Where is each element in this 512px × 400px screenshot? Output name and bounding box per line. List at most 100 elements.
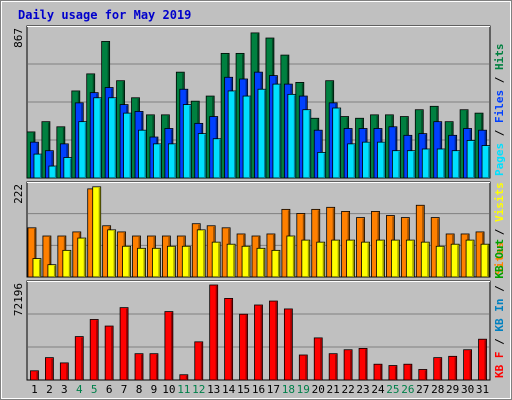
bar-kb-f-body xyxy=(104,325,114,381)
panel-hits-files-pages-max-label: 867 xyxy=(12,28,25,48)
bar-pages xyxy=(227,90,237,179)
bar-kb-f-shade xyxy=(185,375,188,380)
bar-pages-shade xyxy=(353,144,356,178)
bar-kb-f-body xyxy=(164,311,174,381)
bar-kb-f-shade xyxy=(484,340,487,380)
bar-visits-shade xyxy=(337,241,340,277)
legend-entry: Pages xyxy=(493,143,506,176)
bar-kb-f xyxy=(224,298,234,381)
bar-pages xyxy=(406,150,416,179)
bar-pages xyxy=(287,93,297,179)
bar-pages-shade xyxy=(159,144,161,178)
day-label: 20 xyxy=(312,383,325,396)
bar-visits-shade xyxy=(188,247,190,277)
bar-kb-f xyxy=(89,319,99,381)
bar-kb-f-body xyxy=(254,304,263,381)
bar-visits-body xyxy=(47,264,57,278)
bar-pages xyxy=(167,143,177,179)
bar-sites xyxy=(27,227,37,278)
bar-visits-shade xyxy=(263,249,265,277)
bar-pages-shade xyxy=(174,144,176,178)
bar-visits-shade xyxy=(203,230,205,277)
bar-pages xyxy=(332,107,342,179)
bar-sites xyxy=(42,235,52,278)
day-label: 29 xyxy=(446,383,459,396)
bar-pages-shade xyxy=(458,151,460,178)
bar-kb-f-shade xyxy=(335,354,337,380)
bar-visits-body xyxy=(226,243,236,278)
bar-visits-shade xyxy=(292,237,295,277)
bar-pages xyxy=(451,150,461,179)
bar-kb-f xyxy=(358,348,368,381)
bar-visits-body xyxy=(241,245,251,278)
bar-visits-shade xyxy=(412,241,414,277)
bar-kb-f-shade xyxy=(96,320,98,380)
bar-kb-f-body xyxy=(343,349,353,381)
bar-kb-f-body xyxy=(149,353,159,381)
bar-visits-body xyxy=(137,247,146,278)
bar-kb-f xyxy=(298,354,308,381)
bar-kb-f-body xyxy=(59,362,69,381)
bar-kb-f xyxy=(283,308,293,381)
bar-visits xyxy=(152,247,161,278)
bar-visits-shade xyxy=(457,245,459,277)
bar-visits-body xyxy=(166,245,176,278)
bar-kb-f-body xyxy=(30,370,39,381)
day-label: 12 xyxy=(192,383,205,396)
bar-visits-shade xyxy=(307,241,310,277)
day-label: 2 xyxy=(46,383,53,396)
bar-visits xyxy=(346,239,356,278)
bar-visits xyxy=(271,249,281,278)
bar-pages xyxy=(212,138,222,179)
day-label: 18 xyxy=(282,383,295,396)
legend-entry: / xyxy=(493,123,506,143)
bar-kb-f-body xyxy=(433,357,443,381)
day-label: 3 xyxy=(61,383,68,396)
bar-visits-shade xyxy=(382,241,384,277)
bar-visits xyxy=(196,229,206,278)
bar-kb-f-body xyxy=(373,363,383,381)
day-label: 5 xyxy=(91,383,98,396)
bar-kb-f-shade xyxy=(424,370,427,380)
bar-visits xyxy=(331,239,341,278)
bar-kb-f-shade xyxy=(394,366,397,380)
bar-visits-shade xyxy=(158,249,160,277)
bar-pages-shade xyxy=(338,109,341,178)
day-label: 4 xyxy=(76,383,83,396)
bar-pages-shade xyxy=(323,153,326,178)
bar-visits xyxy=(32,258,42,278)
day-label: 17 xyxy=(267,383,280,396)
bar-kb-f xyxy=(30,370,39,381)
bar-kb-f-shade xyxy=(305,355,307,380)
bar-visits-body xyxy=(301,239,311,278)
day-label: 23 xyxy=(356,383,369,396)
bar-visits xyxy=(301,239,311,278)
day-label: 9 xyxy=(151,383,158,396)
bar-visits xyxy=(465,239,475,278)
bar-kb-f-body xyxy=(403,363,413,381)
bar-visits-body xyxy=(107,229,117,278)
bar-visits-body xyxy=(32,258,42,278)
bar-kb-f xyxy=(478,338,487,381)
bar-pages-shade xyxy=(144,131,147,178)
bar-sites-shade xyxy=(33,228,36,277)
bar-visits xyxy=(316,241,326,278)
bar-kb-f-body xyxy=(119,307,129,381)
bar-visits xyxy=(241,245,251,278)
bar-visits-shade xyxy=(322,243,325,277)
bar-kb-f xyxy=(269,300,278,381)
bar-visits-shade xyxy=(218,243,220,277)
bar-kb-f xyxy=(164,311,174,381)
bar-pages xyxy=(436,148,446,179)
bar-kb-f-body xyxy=(194,341,204,381)
bar-visits-shade xyxy=(472,241,474,277)
bar-pages-shade xyxy=(264,90,266,178)
bar-pages xyxy=(481,145,491,179)
bar-kb-f-body xyxy=(448,355,458,381)
bar-visits-body xyxy=(271,249,281,278)
day-label: 28 xyxy=(431,383,444,396)
bar-pages-shade xyxy=(189,105,191,178)
panel-sites-visits-max-label: 222 xyxy=(12,184,25,204)
